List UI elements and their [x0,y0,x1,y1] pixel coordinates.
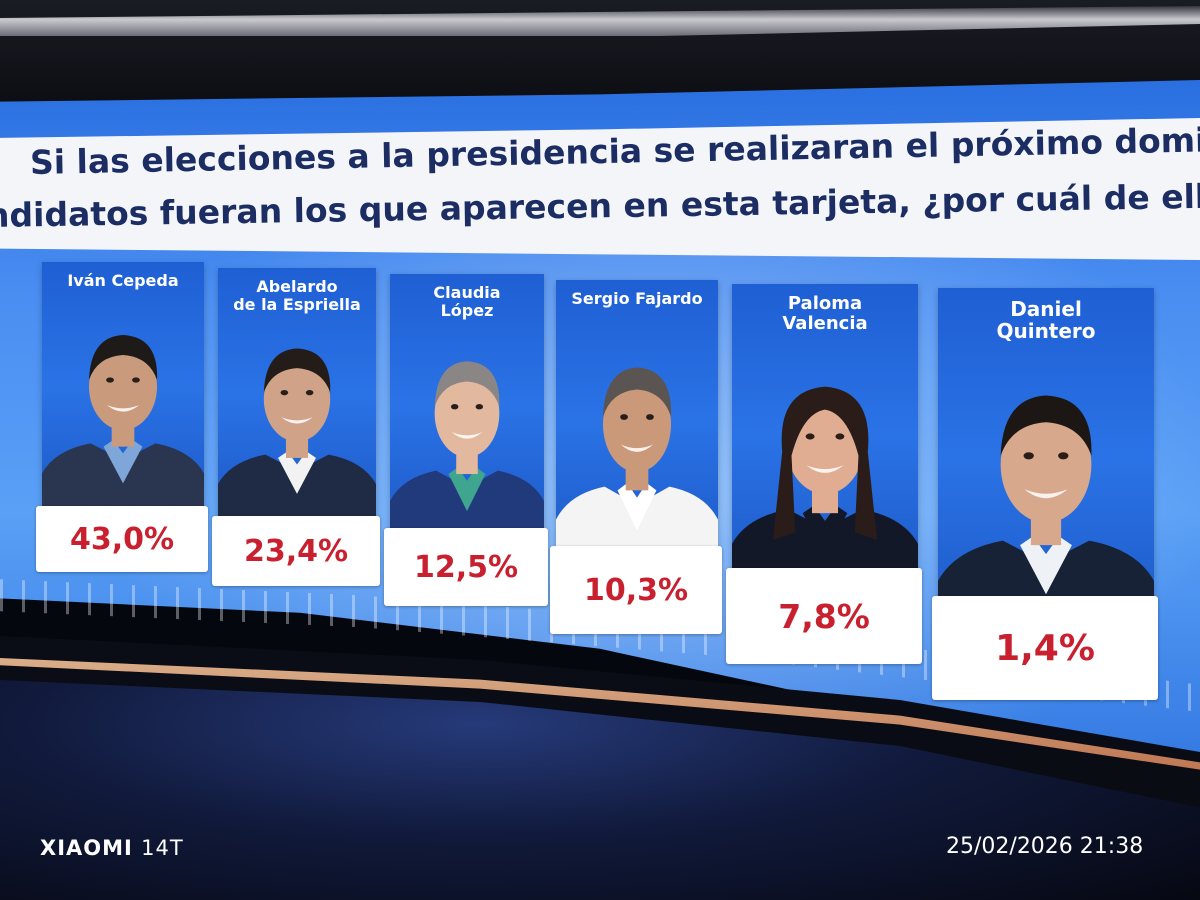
percent-box: 7,8% [726,568,922,664]
candidate-portrait [42,335,204,510]
candidate-photo [732,356,918,586]
portrait-collar [617,483,657,531]
portrait-eye-right [132,377,140,383]
candidate-portrait [732,386,918,586]
portrait-eye-left [1023,452,1034,460]
candidate-name: Daniel Quintero [996,297,1096,344]
candidate-photo [556,340,718,560]
candidate-percent: 12,5% [413,549,519,585]
candidate-percent: 23,4% [243,533,349,569]
portrait-face [602,376,672,472]
camera-brand: XIAOMI [40,836,133,860]
candidate-photo [938,362,1154,630]
portrait-smile [806,465,844,473]
portrait-hair [602,367,672,417]
portrait-hair [88,335,158,380]
portrait-face [1000,406,1092,523]
portrait-smile [620,444,654,452]
percent-box: 23,4% [212,516,380,586]
portrait-face [263,356,331,442]
candidate-card: Abelardo de la Espriella [218,268,376,520]
portrait-collar [278,451,316,494]
candidate-name: Abelardo de la Espriella [233,277,361,314]
camera-watermark-brand: XIAOMI 14T [40,836,184,860]
candidate-portrait [218,348,376,520]
candidate-photo [42,310,204,510]
candidate-name: Claudia López [433,283,501,320]
portrait-eye-right [835,433,845,440]
candidate-name: Iván Cepeda [67,271,179,290]
portrait-hair [434,361,500,407]
portrait-eye-left [620,414,628,420]
portrait-smile [451,431,483,439]
portrait-eye-right [646,414,654,420]
portrait-face [88,343,158,430]
candidate-portrait [556,367,718,560]
candidate-card: Daniel Quintero [938,288,1154,630]
portrait-collar [802,505,848,556]
portrait-smile [281,417,313,424]
candidate-percent: 7,8% [778,596,870,636]
candidate-photo [218,324,376,520]
portrait-eye-left [805,433,815,440]
portrait-hair [263,348,331,393]
portrait-collar [448,467,486,512]
percent-box: 43,0% [36,506,208,572]
portrait-smile [1024,489,1068,499]
portrait-eye-left [106,377,114,383]
percent-box: 10,3% [550,546,722,634]
portrait-eye-left [280,389,289,396]
candidate-name: Paloma Valencia [782,293,868,335]
candidate-percent: 10,3% [583,572,689,608]
camera-model: 14T [141,836,184,860]
candidate-card: Claudia López [390,274,544,538]
portrait-eye-left [450,404,459,410]
portrait-smile [106,405,140,412]
candidate-percent: 1,4% [995,627,1095,669]
question-banner [0,118,1200,260]
portrait-collar [103,440,143,484]
candidate-card: Sergio Fajardo [556,280,718,560]
candidate-percent: 43,0% [69,521,175,557]
portrait-eye-right [475,404,484,410]
portrait-collar [1020,536,1072,595]
candidate-photo [390,336,544,538]
photo-datetime: 25/02/2026 21:38 [946,834,1144,859]
candidate-portrait [390,361,544,538]
portrait-hair [772,386,878,540]
portrait-eye-right [305,389,314,396]
candidate-card: Paloma Valencia [732,284,918,586]
portrait-eye-right [1058,452,1069,460]
portrait-hair [1000,395,1092,456]
candidate-card: Iván Cepeda [42,262,204,510]
portrait-face [434,369,500,458]
candidate-portrait [938,395,1154,630]
candidate-name: Sergio Fajardo [571,289,703,308]
percent-box: 12,5% [384,528,548,606]
percent-box: 1,4% [932,596,1158,700]
